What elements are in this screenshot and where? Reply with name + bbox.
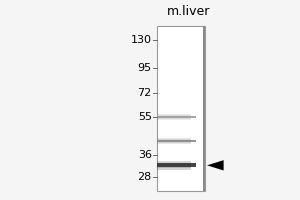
Text: 36: 36 bbox=[138, 150, 152, 160]
Text: 130: 130 bbox=[131, 35, 152, 45]
Text: 95: 95 bbox=[138, 63, 152, 73]
Bar bbox=[158, 163, 196, 167]
Bar bbox=[158, 140, 196, 142]
Bar bbox=[158, 139, 191, 143]
Text: 72: 72 bbox=[138, 88, 152, 98]
Bar bbox=[158, 115, 191, 119]
Bar bbox=[203, 26, 205, 191]
Text: 28: 28 bbox=[138, 172, 152, 182]
Polygon shape bbox=[207, 160, 224, 170]
Bar bbox=[158, 26, 205, 191]
Bar bbox=[158, 138, 191, 144]
Bar bbox=[158, 116, 196, 118]
Bar bbox=[158, 161, 191, 170]
Bar bbox=[158, 163, 191, 168]
Text: 55: 55 bbox=[138, 112, 152, 122]
Text: m.liver: m.liver bbox=[167, 5, 210, 18]
Bar bbox=[158, 114, 191, 120]
